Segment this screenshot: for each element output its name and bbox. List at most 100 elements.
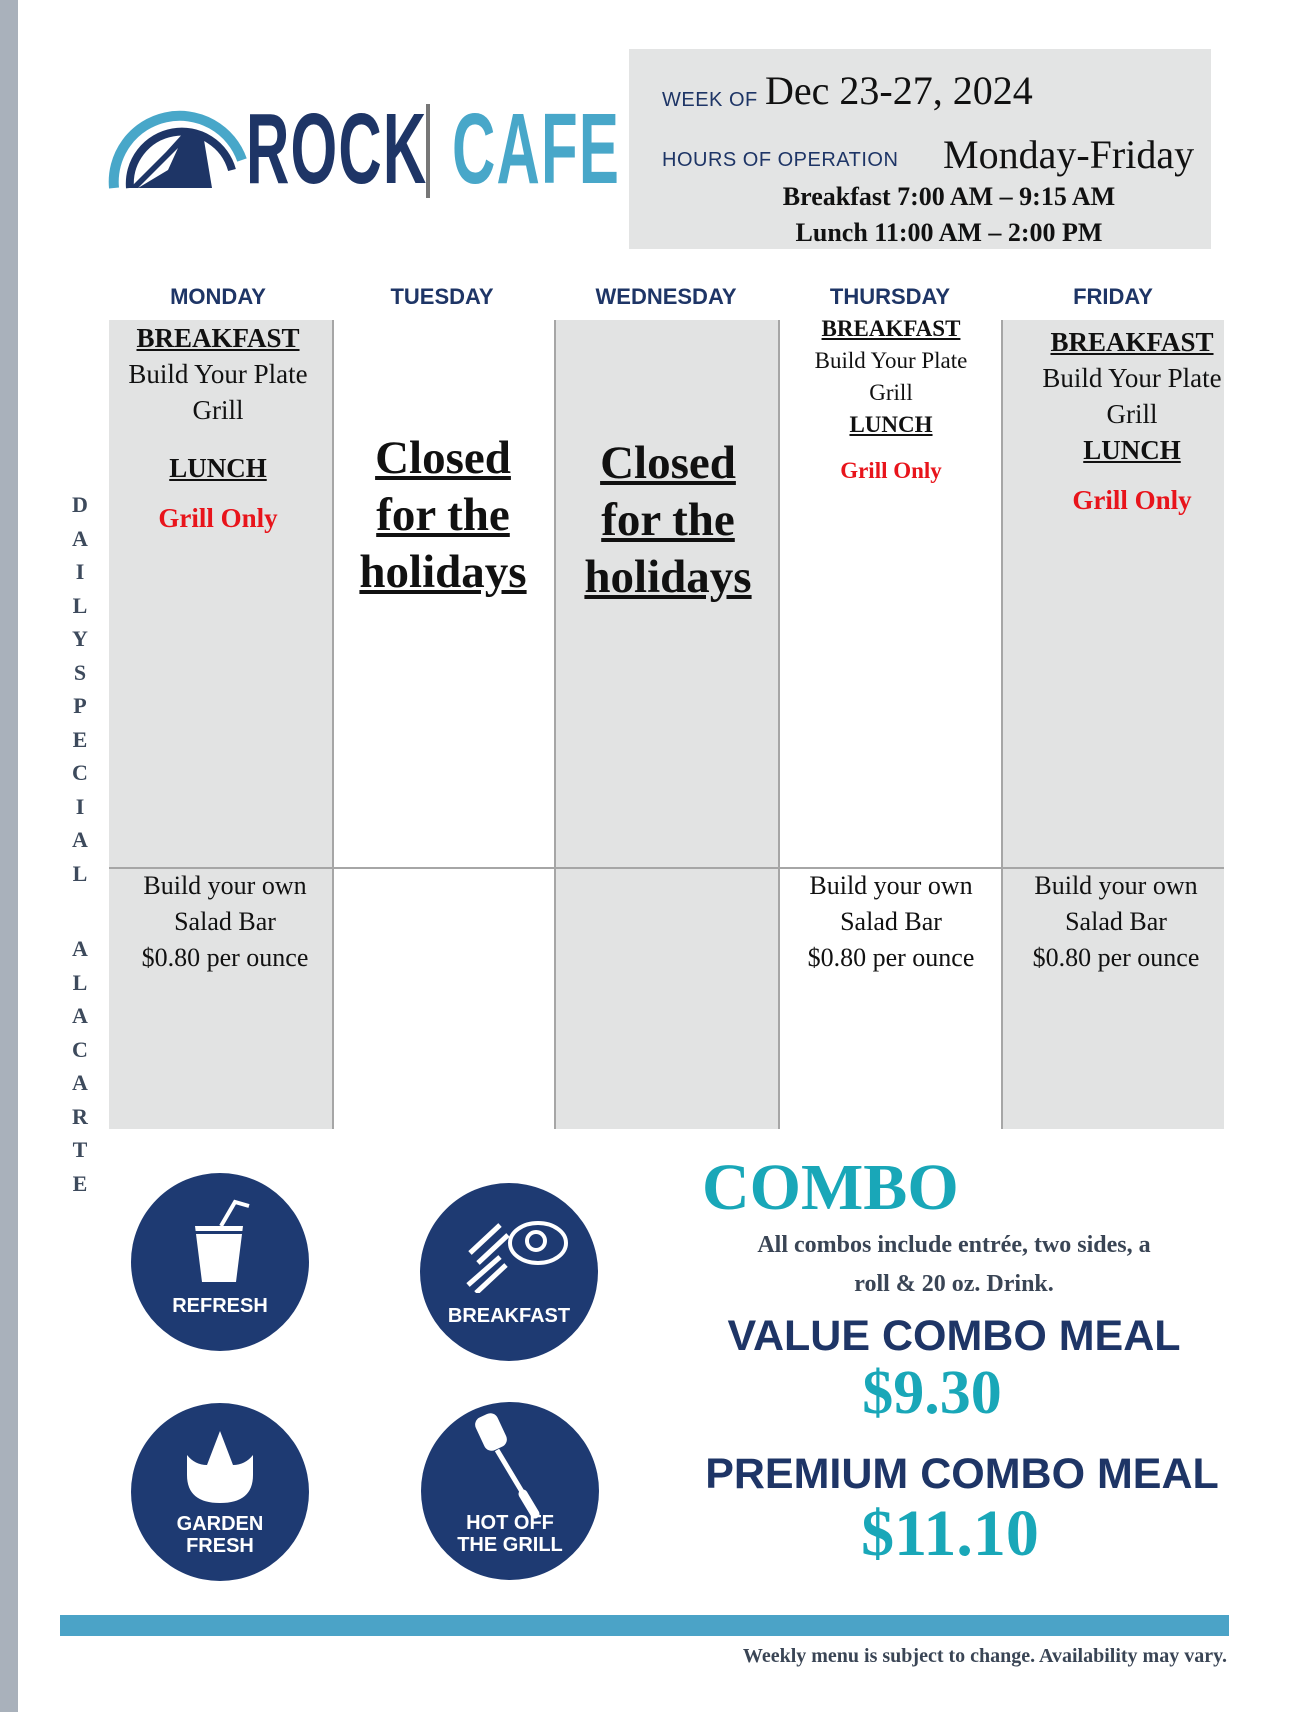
menu-item: Build Your Plate bbox=[1042, 363, 1222, 393]
letter: A bbox=[72, 1070, 88, 1095]
logo-divider bbox=[426, 104, 430, 198]
day-header-wednesday: WEDNESDAY bbox=[595, 284, 737, 309]
combo-title: COMBO bbox=[702, 1151, 959, 1224]
salad-line: Build your own bbox=[1034, 871, 1198, 900]
breakfast-heading: BREAKFAST bbox=[1050, 327, 1214, 357]
menu-item: Grill bbox=[192, 395, 244, 425]
hours-info-box: WEEK OF Dec 23-27, 2024 HOURS OF OPERATI… bbox=[629, 49, 1211, 249]
closed-line: for the bbox=[376, 489, 510, 541]
badge-label: HOT OFF bbox=[466, 1512, 554, 1534]
letter: A bbox=[72, 525, 88, 551]
letter: L bbox=[72, 969, 88, 995]
breakfast-heading: BREAKFAST bbox=[821, 316, 961, 341]
lunch-hours: Lunch 11:00 AM – 2:00 PM bbox=[795, 218, 1103, 247]
day-header-thursday: THURSDAY bbox=[829, 284, 951, 309]
breakfast-heading: BREAKFAST bbox=[136, 323, 300, 353]
letter: D bbox=[72, 492, 88, 517]
letter: C bbox=[72, 760, 88, 785]
menu-item: Build Your Plate bbox=[814, 348, 968, 373]
salad-price: $0.80 per ounce bbox=[141, 943, 309, 972]
badge-label: THE GRILL bbox=[457, 1534, 563, 1556]
lunch-heading: LUNCH bbox=[849, 412, 933, 437]
closed-line: Closed bbox=[375, 432, 511, 484]
letter: S bbox=[73, 659, 87, 685]
lunch-item: Grill Only bbox=[1072, 485, 1192, 515]
letter: I bbox=[75, 793, 85, 819]
letter: R bbox=[72, 1103, 88, 1129]
rock-cafe-logo: ROCK CAFE bbox=[108, 93, 619, 205]
column-divider bbox=[1001, 320, 1003, 1129]
closed-line: holidays bbox=[584, 551, 752, 603]
week-of-label: WEEK OF bbox=[662, 89, 758, 111]
row-divider bbox=[109, 867, 1224, 869]
leaf-icon bbox=[187, 1431, 253, 1503]
salad-price: $0.80 per ounce bbox=[1032, 943, 1200, 972]
column-divider bbox=[554, 320, 556, 1129]
monday-a-la-carte: Build your own Salad Bar $0.80 per ounce bbox=[115, 868, 335, 976]
salad-price: $0.80 per ounce bbox=[807, 943, 975, 972]
breakfast-badge: BREAKFAST bbox=[420, 1183, 598, 1361]
logo-rock-text: ROCK bbox=[246, 93, 428, 205]
premium-combo-label: PREMIUM COMBO MEAL bbox=[705, 1450, 1219, 1498]
wednesday-closed-notice: Closed for the holidays bbox=[557, 435, 779, 606]
letter: E bbox=[72, 726, 88, 752]
friday-column bbox=[1003, 320, 1224, 1129]
value-combo-label: VALUE COMBO MEAL bbox=[727, 1312, 1181, 1360]
monday-menu: BREAKFAST Build Your Plate Grill LUNCH G… bbox=[108, 320, 328, 536]
thursday-a-la-carte: Build your own Salad Bar $0.80 per ounce bbox=[780, 868, 1002, 976]
value-combo-price: $9.30 bbox=[862, 1359, 1002, 1427]
letter: P bbox=[73, 693, 87, 718]
bacon-and-egg-icon bbox=[466, 1221, 568, 1293]
letter: A bbox=[72, 827, 88, 852]
badge-label: GARDEN bbox=[176, 1513, 264, 1535]
garden-fresh-badge: GARDEN FRESH bbox=[131, 1403, 309, 1581]
menu-item: Grill bbox=[869, 380, 913, 405]
letter: E bbox=[72, 1170, 88, 1196]
friday-menu: BREAKFAST Build Your Plate Grill LUNCH G… bbox=[1022, 324, 1242, 518]
breakfast-hours: Breakfast 7:00 AM – 9:15 AM bbox=[782, 182, 1116, 211]
premium-combo-price: $11.10 bbox=[861, 1497, 1039, 1570]
lunch-heading: LUNCH bbox=[169, 453, 267, 483]
hours-label: HOURS OF OPERATION bbox=[662, 149, 899, 171]
tuesday-closed-notice: Closed for the holidays bbox=[333, 430, 553, 601]
hours-days: Monday-Friday bbox=[943, 132, 1195, 177]
week-of-value: Dec 23-27, 2024 bbox=[765, 68, 1033, 113]
logo-cafe-text: CAFE bbox=[452, 93, 621, 205]
closed-line: for the bbox=[601, 494, 735, 546]
column-divider bbox=[778, 320, 780, 1129]
salad-line: Build your own bbox=[809, 871, 973, 900]
description-line: All combos include entrée, two sides, a bbox=[757, 1232, 1151, 1258]
hot-off-the-grill-badge: HOT OFF THE GRILL bbox=[421, 1402, 599, 1580]
day-header-tuesday: TUESDAY bbox=[390, 284, 494, 309]
closed-line: holidays bbox=[359, 546, 527, 598]
thursday-menu: BREAKFAST Build Your Plate Grill LUNCH G… bbox=[781, 313, 1001, 487]
salad-line: Salad Bar bbox=[1065, 907, 1167, 936]
refresh-badge: REFRESH bbox=[131, 1173, 309, 1351]
lunch-heading: LUNCH bbox=[1083, 435, 1181, 465]
cup-with-straw-icon bbox=[195, 1199, 250, 1282]
day-header-friday: FRIDAY bbox=[1073, 284, 1153, 309]
footer-disclaimer: Weekly menu is subject to change. Availa… bbox=[742, 1645, 1227, 1667]
wednesday-column bbox=[556, 320, 778, 1129]
badge-label: BREAKFAST bbox=[447, 1305, 571, 1327]
spatula-icon bbox=[475, 1413, 540, 1519]
rock-arch-icon bbox=[108, 110, 247, 189]
description-line: roll & 20 oz. Drink. bbox=[854, 1271, 1054, 1297]
lunch-item: Grill Only bbox=[840, 458, 942, 483]
letter: A bbox=[72, 936, 88, 961]
salad-line: Salad Bar bbox=[840, 907, 942, 936]
letter: A bbox=[72, 1003, 88, 1028]
letter: Y bbox=[72, 626, 88, 651]
closed-line: Closed bbox=[600, 437, 736, 489]
combo-description: All combos include entrée, two sides, a … bbox=[654, 1226, 1254, 1304]
friday-a-la-carte: Build your own Salad Bar $0.80 per ounce bbox=[1005, 868, 1227, 976]
badge-label: REFRESH bbox=[172, 1295, 268, 1317]
badge-label: FRESH bbox=[186, 1535, 254, 1557]
day-header-monday: MONDAY bbox=[170, 284, 266, 309]
salad-line: Salad Bar bbox=[174, 907, 276, 936]
letter: C bbox=[72, 1036, 88, 1062]
letter: I bbox=[75, 559, 85, 584]
menu-item: Grill bbox=[1106, 399, 1158, 429]
